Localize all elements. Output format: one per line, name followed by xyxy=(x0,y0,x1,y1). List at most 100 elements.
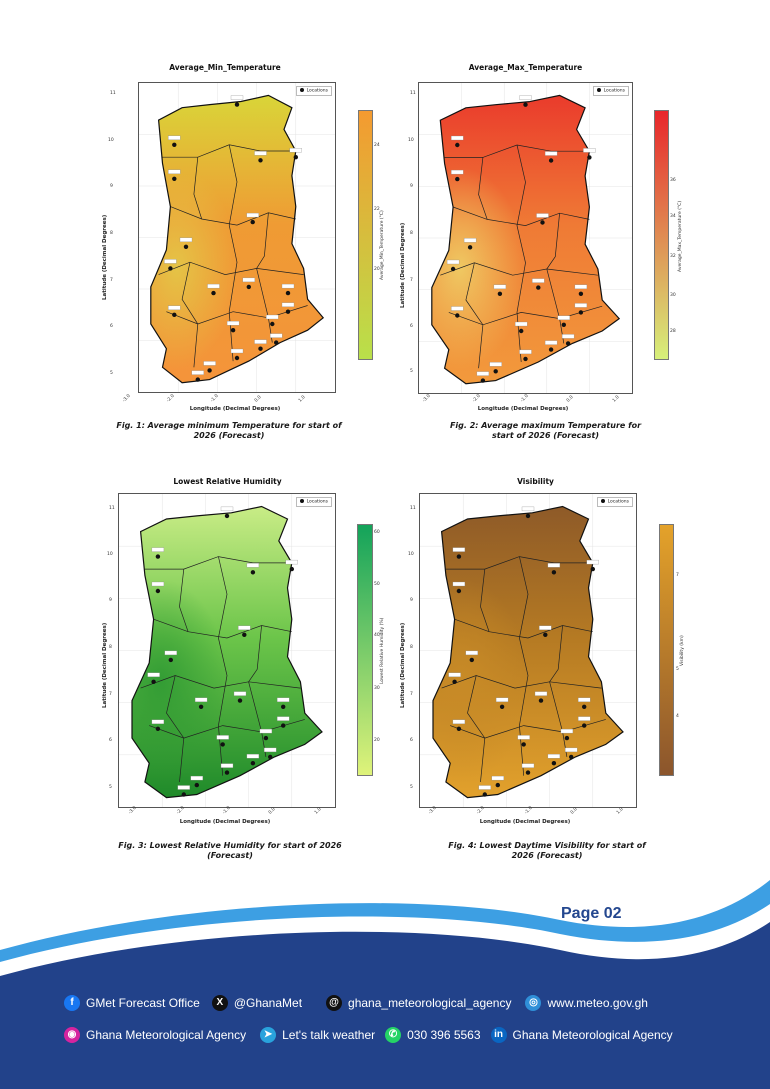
location-label-box xyxy=(515,321,528,327)
x-tick: 0.0 xyxy=(268,806,277,816)
location-dot xyxy=(493,369,498,374)
location-dot xyxy=(151,679,156,684)
colorbar-label: Average_Max_Temperature (°C) xyxy=(678,200,683,272)
location-dot xyxy=(525,770,531,775)
footer-link[interactable]: ghana_meteorological_agency xyxy=(348,996,512,1010)
colorbar-label: Average_Min_Temperature (°C) xyxy=(380,210,385,280)
y-tick: 7 xyxy=(109,692,112,697)
region-border xyxy=(166,305,308,325)
y-tick: 5 xyxy=(110,371,113,376)
map-plot: Locations xyxy=(419,493,637,808)
location-label-box xyxy=(521,763,535,768)
region-border xyxy=(516,144,526,363)
instagram-icon[interactable]: ◉ xyxy=(64,1027,80,1043)
location-label-box xyxy=(220,763,234,768)
country-outline xyxy=(131,505,323,799)
figure-caption: Fig. 3: Lowest Relative Humidity for sta… xyxy=(118,841,342,860)
location-dot xyxy=(224,513,230,519)
footer-link[interactable]: www.meteo.gov.gh xyxy=(547,996,648,1010)
x-tick: -3.0 xyxy=(422,393,432,404)
region-border xyxy=(140,675,301,689)
legend-label: Locations xyxy=(306,499,328,505)
location-label-box xyxy=(547,563,561,568)
y-tick: 10 xyxy=(408,552,414,557)
footer-link[interactable]: @GhanaMet xyxy=(233,996,303,1010)
location-label-box xyxy=(578,716,591,721)
location-label-box xyxy=(246,754,260,759)
location-label-box xyxy=(226,321,240,326)
x-tick: -2.0 xyxy=(472,393,482,404)
location-dot xyxy=(172,176,177,181)
location-dot xyxy=(540,220,545,225)
x-tick: -3.0 xyxy=(122,393,132,404)
map-legend: Locations xyxy=(295,497,332,507)
location-dot xyxy=(270,321,275,327)
footer-link[interactable]: 030 396 5563 xyxy=(407,1028,481,1042)
y-tick: 6 xyxy=(110,324,113,329)
facebook-icon[interactable]: f xyxy=(64,995,80,1011)
telegram-icon[interactable]: ➤ xyxy=(260,1027,277,1043)
location-label-box xyxy=(281,283,295,289)
location-dot xyxy=(250,761,256,766)
footer-link[interactable]: Ghana Meteorological Agency xyxy=(512,1028,673,1042)
ghana-map xyxy=(419,83,632,393)
location-dot xyxy=(523,356,528,362)
location-label-box xyxy=(246,212,259,218)
map-plot: Locations xyxy=(418,82,633,394)
location-label-box xyxy=(565,747,578,753)
location-label-box xyxy=(465,650,478,656)
y-tick: 10 xyxy=(408,138,414,143)
location-label-box xyxy=(495,697,509,702)
threads-icon[interactable]: @ xyxy=(326,995,343,1011)
location-dot xyxy=(281,704,286,709)
location-label-box xyxy=(519,95,532,100)
x-tick: 0.0 xyxy=(570,806,579,816)
location-label-box xyxy=(233,691,247,696)
location-label-box xyxy=(539,625,552,630)
region-border xyxy=(248,625,267,757)
location-label-box xyxy=(220,506,234,512)
location-dot xyxy=(155,554,161,559)
globe-icon[interactable]: ◎ xyxy=(525,995,542,1011)
footer-link[interactable]: Let's talk weather xyxy=(282,1028,376,1042)
location-label-box xyxy=(242,277,255,283)
location-dot xyxy=(455,176,460,182)
location-label-box xyxy=(277,697,290,702)
location-label-box xyxy=(560,728,574,734)
y-tick: 11 xyxy=(109,506,115,511)
location-dot xyxy=(168,657,173,663)
location-dot xyxy=(482,792,487,797)
footer-link[interactable]: GMet Forecast Office xyxy=(86,996,200,1010)
x-axis-label: Longitude (Decimal Degrees) xyxy=(479,819,571,825)
location-label-box xyxy=(194,697,208,702)
colorbar-tick: 34 xyxy=(670,214,676,219)
location-dot xyxy=(548,347,554,352)
linkedin-icon[interactable]: in xyxy=(490,1027,507,1043)
x-icon[interactable]: X xyxy=(211,995,228,1011)
colorbar xyxy=(358,110,373,360)
ghana-map xyxy=(420,494,636,807)
location-label-box xyxy=(281,302,295,307)
whatsapp-icon[interactable]: ✆ xyxy=(385,1027,402,1043)
location-dot xyxy=(155,588,161,594)
location-dot xyxy=(455,313,460,318)
location-label-box xyxy=(451,135,464,141)
location-dot xyxy=(268,754,273,760)
location-dot-icon xyxy=(299,499,304,503)
location-dot xyxy=(455,142,460,148)
location-dot xyxy=(551,570,557,575)
region-border xyxy=(181,262,199,368)
y-tick: 8 xyxy=(110,231,113,236)
y-axis-label: Latitude (Decimal Degrees) xyxy=(400,622,406,708)
location-label-box xyxy=(521,506,535,512)
location-label-box xyxy=(491,775,504,781)
location-label-box xyxy=(532,278,545,283)
location-dot xyxy=(168,266,173,271)
location-label-box xyxy=(151,581,165,587)
country-outline xyxy=(432,505,624,799)
colorbar xyxy=(659,524,674,776)
y-tick: 8 xyxy=(410,231,413,236)
footer-link[interactable]: Ghana Meteorological Agency xyxy=(86,1028,247,1042)
y-tick: 7 xyxy=(410,278,413,283)
location-label-box xyxy=(230,95,244,100)
